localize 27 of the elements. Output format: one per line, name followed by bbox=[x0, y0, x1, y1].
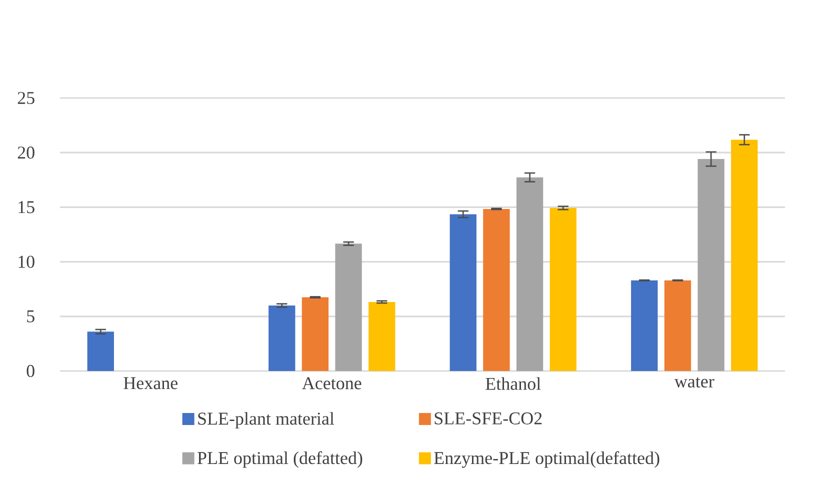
legend-label: Enzyme-PLE optimal(defatted) bbox=[434, 451, 660, 468]
bar bbox=[731, 140, 758, 371]
bar bbox=[450, 214, 476, 371]
x-tick-label: Hexane bbox=[124, 377, 178, 390]
bar bbox=[664, 280, 692, 371]
bar bbox=[698, 159, 724, 371]
bar bbox=[268, 305, 296, 371]
bar bbox=[631, 280, 658, 371]
x-tick-label: Ethanol bbox=[486, 377, 541, 390]
legend-label: PLE optimal (defatted) bbox=[198, 451, 362, 468]
y-tick-label: 0 bbox=[26, 364, 34, 378]
bar bbox=[302, 297, 329, 371]
legend-label: SLE-plant material bbox=[198, 412, 334, 428]
y-tick-label: 25 bbox=[18, 92, 34, 104]
bar bbox=[335, 244, 362, 371]
bar bbox=[550, 208, 576, 371]
y-tick-label: 10 bbox=[18, 256, 34, 268]
y-tick-label: 15 bbox=[18, 201, 34, 214]
y-tick-label: 5 bbox=[27, 310, 34, 322]
legend-label: SLE-SFE-CO2 bbox=[434, 412, 542, 424]
bar bbox=[483, 208, 510, 371]
x-tick-label: water bbox=[674, 377, 714, 388]
x-tick-label: Acetone bbox=[302, 377, 362, 390]
y-tick-label: 20 bbox=[18, 146, 34, 159]
bar bbox=[516, 177, 544, 371]
bar bbox=[87, 332, 114, 371]
bar bbox=[368, 302, 396, 371]
